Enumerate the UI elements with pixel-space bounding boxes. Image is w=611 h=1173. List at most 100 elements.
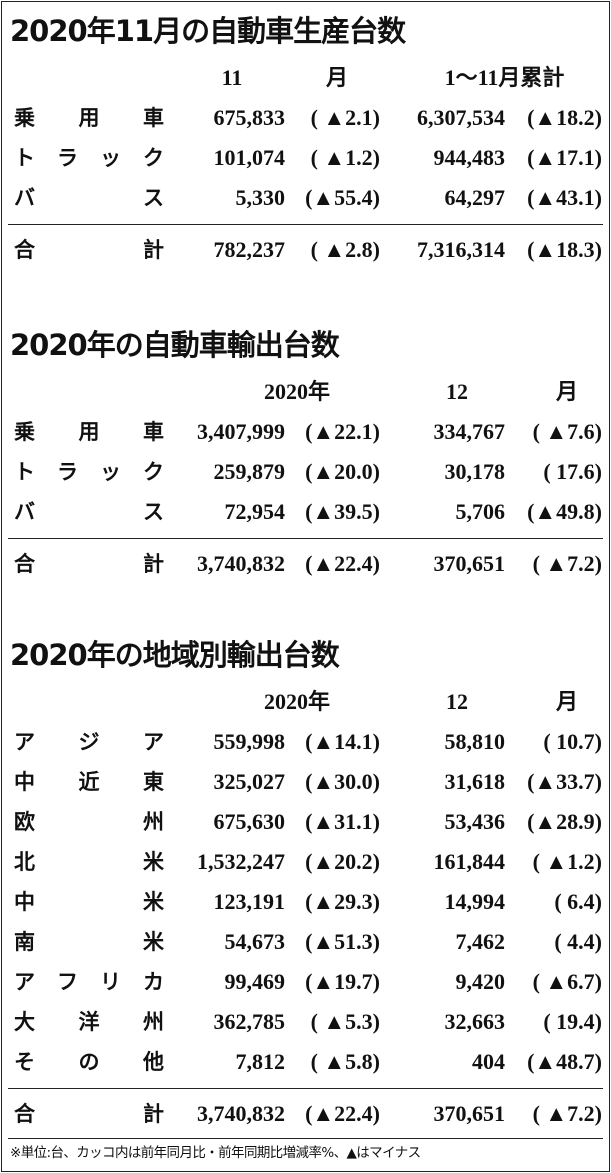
- cell: 675,630: [213, 809, 286, 834]
- cell: (▲29.3): [305, 889, 380, 914]
- cell: ( ▲5.3): [310, 1009, 380, 1034]
- row-label: バ ス: [14, 500, 164, 524]
- row-label: 欧 州: [14, 810, 164, 834]
- cell: (▲33.7): [527, 769, 602, 794]
- cell: 7,316,314: [417, 237, 505, 262]
- cell: 944,483: [433, 145, 506, 170]
- cell: 101,074: [213, 145, 286, 170]
- cell: ( ▲7.6): [532, 419, 602, 444]
- row-label: 中 米: [14, 890, 164, 914]
- cell: (▲20.2): [305, 849, 380, 874]
- cell: 362,785: [213, 1009, 286, 1034]
- cell: 9,420: [455, 969, 506, 994]
- cell: 3,407,999: [197, 419, 285, 444]
- separator: [8, 1088, 603, 1089]
- footnote: ※単位:台、カッコ内は前年同月比・前年同期比増減率%、▲はマイナス: [10, 1145, 421, 1161]
- column-header: 月: [325, 65, 348, 90]
- column-header: 11: [221, 65, 243, 90]
- cell: 72,954: [224, 499, 286, 524]
- cell: ( ▲7.2): [532, 1101, 602, 1126]
- row-label: 北 米: [14, 850, 164, 874]
- cell: 32,663: [444, 1009, 506, 1034]
- cell: (▲18.3): [527, 237, 602, 262]
- cell: 31,618: [444, 769, 506, 794]
- cell: ( ▲2.1): [310, 105, 380, 130]
- cell: (▲51.3): [305, 929, 380, 954]
- cell: 58,810: [444, 729, 506, 754]
- cell: 3,740,832: [197, 551, 285, 576]
- cell: (▲31.1): [305, 809, 380, 834]
- row-label: 中 近 東: [14, 770, 164, 794]
- cell: (▲18.2): [527, 105, 602, 130]
- row-label: 乗 用 車: [14, 106, 164, 130]
- cell: ( 4.4): [554, 929, 602, 954]
- row-label: 南 米: [14, 930, 164, 954]
- cell: 675,833: [213, 105, 286, 130]
- separator: [8, 224, 603, 225]
- row-label: バ ス: [14, 186, 164, 210]
- cell: 161,844: [433, 849, 506, 874]
- table-title: 2020年の地域別輸出台数: [10, 638, 340, 672]
- row-label: 大 洋 州: [14, 1010, 164, 1034]
- cell: 30,178: [444, 459, 506, 484]
- cell: 99,469: [224, 969, 286, 994]
- separator: [8, 1138, 603, 1139]
- total-row-label: 合 計: [14, 238, 164, 262]
- table-title: 2020年11月の自動車生産台数: [10, 14, 406, 48]
- cell: (▲39.5): [305, 499, 380, 524]
- column-header: 12: [446, 379, 468, 404]
- total-row-label: 合 計: [14, 1102, 164, 1126]
- row-label: そ の 他: [14, 1050, 164, 1074]
- cell: 1,532,247: [197, 849, 285, 874]
- cell: ( 17.6): [543, 459, 602, 484]
- cell: ( ▲1.2): [310, 145, 380, 170]
- cell: ( ▲2.8): [310, 237, 380, 262]
- cell: (▲30.0): [305, 769, 380, 794]
- row-label: ト ラ ッ ク: [14, 460, 164, 484]
- cell: (▲48.7): [527, 1049, 602, 1074]
- cell: 54,673: [224, 929, 286, 954]
- cell: ( ▲7.2): [532, 551, 602, 576]
- column-header: 月: [555, 379, 578, 404]
- cell: (▲22.4): [305, 1101, 380, 1126]
- cell: (▲55.4): [305, 185, 380, 210]
- cell: (▲43.1): [527, 185, 602, 210]
- cell: 782,237: [213, 237, 286, 262]
- cell: (▲19.7): [305, 969, 380, 994]
- cell: 404: [472, 1049, 505, 1074]
- cell: ( ▲6.7): [532, 969, 602, 994]
- cell: (▲28.9): [527, 809, 602, 834]
- column-header: 12: [446, 689, 468, 714]
- cell: 64,297: [444, 185, 506, 210]
- cell: 370,651: [433, 1101, 506, 1126]
- total-row-label: 合 計: [14, 552, 164, 576]
- row-label: ア フ リ カ: [14, 970, 164, 994]
- cell: 14,994: [444, 889, 506, 914]
- cell: 334,767: [433, 419, 506, 444]
- cell: ( ▲5.8): [310, 1049, 380, 1074]
- cell: (▲17.1): [527, 145, 602, 170]
- row-label: ア ジ ア: [14, 730, 164, 754]
- column-header: 1～11月累計: [444, 65, 565, 90]
- cell: (▲22.4): [305, 551, 380, 576]
- cell: 5,330: [235, 185, 286, 210]
- row-label: ト ラ ッ ク: [14, 146, 164, 170]
- cell: 3,740,832: [197, 1101, 285, 1126]
- cell: 123,191: [213, 889, 286, 914]
- cell: (▲14.1): [305, 729, 380, 754]
- cell: (▲20.0): [305, 459, 380, 484]
- column-header: 月: [555, 689, 578, 714]
- cell: 53,436: [444, 809, 506, 834]
- separator: [8, 538, 603, 539]
- row-label: 乗 用 車: [14, 420, 164, 444]
- cell: 5,706: [455, 499, 506, 524]
- table-title: 2020年の自動車輸出台数: [10, 328, 340, 362]
- cell: 6,307,534: [417, 105, 505, 130]
- cell: ( 10.7): [543, 729, 602, 754]
- cell: 259,879: [213, 459, 286, 484]
- cell: 7,812: [235, 1049, 286, 1074]
- cell: ( 19.4): [543, 1009, 602, 1034]
- cell: 559,998: [213, 729, 286, 754]
- cell: 325,027: [213, 769, 286, 794]
